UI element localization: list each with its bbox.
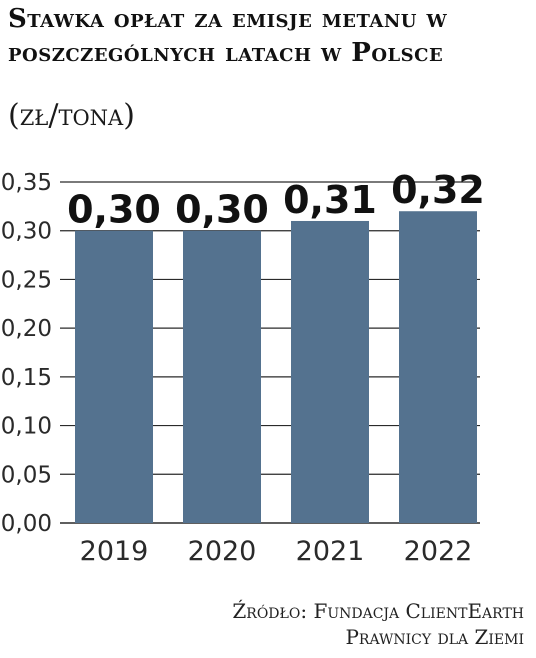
y-tick-label: 0,10 bbox=[1, 414, 52, 440]
source-line-1: Źródło: Fundacja ClientEarth bbox=[232, 599, 524, 623]
bar-2020 bbox=[183, 230, 261, 523]
data-label-2022: 0,32 bbox=[391, 168, 485, 212]
source-line-2: Prawnicy dla Ziemi bbox=[345, 625, 524, 649]
x-tick-label: 2022 bbox=[404, 536, 473, 567]
bar-2019 bbox=[75, 230, 153, 523]
y-tick-label: 0,35 bbox=[1, 170, 52, 196]
data-labels: 0,30 0,30 0,31 0,32 bbox=[67, 168, 485, 231]
x-tick-label: 2021 bbox=[296, 536, 365, 567]
data-label-2020: 0,30 bbox=[175, 188, 269, 232]
y-tick-label: 0,15 bbox=[1, 365, 52, 391]
source-note: Źródło: Fundacja ClientEarth Prawnicy dl… bbox=[232, 598, 524, 650]
x-axis-ticks: 2019 2020 2021 2022 bbox=[80, 536, 473, 567]
bars bbox=[75, 211, 477, 523]
x-tick-label: 2020 bbox=[188, 536, 257, 567]
y-tick-label: 0,05 bbox=[1, 462, 52, 488]
bar-2022 bbox=[399, 211, 477, 523]
y-tick-label: 0,20 bbox=[1, 316, 52, 342]
y-axis-ticks: 0,00 0,05 0,10 0,15 0,20 0,25 0,30 0,35 bbox=[1, 170, 52, 537]
x-tick-label: 2019 bbox=[80, 536, 149, 567]
y-tick-label: 0,30 bbox=[1, 219, 52, 245]
data-label-2021: 0,31 bbox=[283, 178, 377, 222]
data-label-2019: 0,30 bbox=[67, 188, 161, 232]
chart-subtitle: (zł/tona) bbox=[8, 98, 135, 133]
y-tick-label: 0,00 bbox=[1, 511, 52, 537]
y-tick-label: 0,25 bbox=[1, 267, 52, 293]
chart-title: Stawka opłat za emisje metanu w poszczeg… bbox=[8, 4, 448, 68]
bar-2021 bbox=[291, 220, 369, 523]
bar-chart: 0,00 0,05 0,10 0,15 0,20 0,25 0,30 0,35 2019 202… bbox=[1, 168, 485, 567]
